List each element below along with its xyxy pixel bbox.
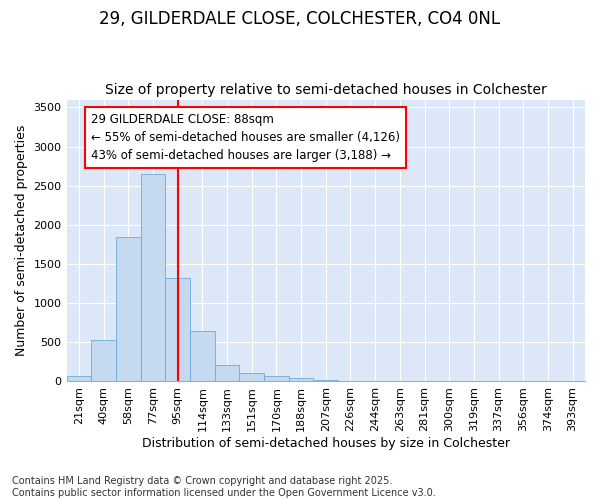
Bar — [140, 174, 165, 382]
Bar — [67, 376, 91, 382]
Bar — [289, 378, 313, 382]
Text: 29 GILDERDALE CLOSE: 88sqm
← 55% of semi-detached houses are smaller (4,126)
43%: 29 GILDERDALE CLOSE: 88sqm ← 55% of semi… — [91, 113, 400, 162]
Bar — [116, 236, 140, 382]
X-axis label: Distribution of semi-detached houses by size in Colchester: Distribution of semi-detached houses by … — [142, 437, 510, 450]
Y-axis label: Number of semi-detached properties: Number of semi-detached properties — [15, 125, 28, 356]
Bar — [313, 380, 338, 382]
Bar — [215, 364, 239, 382]
Bar — [165, 278, 190, 382]
Bar — [239, 373, 264, 382]
Text: 29, GILDERDALE CLOSE, COLCHESTER, CO4 0NL: 29, GILDERDALE CLOSE, COLCHESTER, CO4 0N… — [100, 10, 500, 28]
Bar — [91, 340, 116, 382]
Bar — [264, 376, 289, 382]
Title: Size of property relative to semi-detached houses in Colchester: Size of property relative to semi-detach… — [105, 83, 547, 97]
Text: Contains HM Land Registry data © Crown copyright and database right 2025.
Contai: Contains HM Land Registry data © Crown c… — [12, 476, 436, 498]
Bar — [190, 332, 215, 382]
